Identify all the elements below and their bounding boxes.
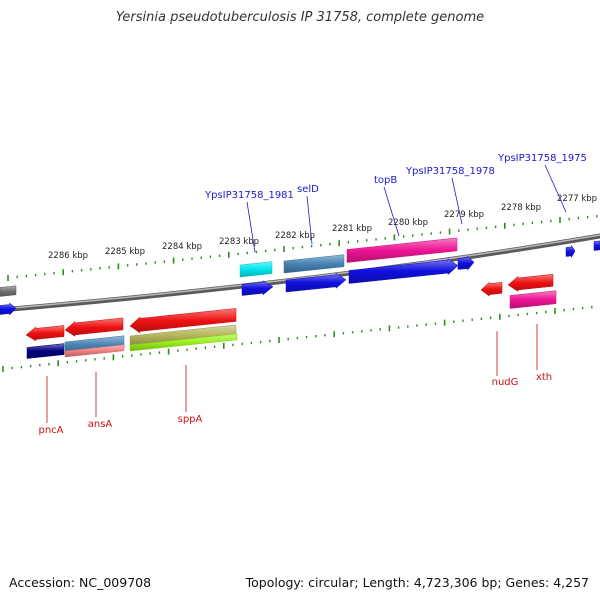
gene-label-leader <box>544 164 567 213</box>
gene-seld-feature <box>283 254 345 274</box>
gene-ansa-feature-lower <box>64 344 125 358</box>
gene-label-bottom: sppA <box>178 414 203 425</box>
gene-pnca-feature <box>26 343 65 359</box>
cds-feature <box>0 302 17 316</box>
gene-label-leader <box>383 186 400 237</box>
gene-label-top: topB <box>374 175 397 186</box>
genome-backbone-highlight <box>0 234 600 310</box>
gene-label-bottom: pncA <box>38 425 63 436</box>
cds-feature <box>593 240 600 251</box>
gene-label-bottom: nudG <box>492 377 519 388</box>
gene-xth-feature <box>509 290 557 309</box>
gene-topb-feature <box>346 237 458 263</box>
scale-label: 2282 kbp <box>275 231 315 241</box>
scale-label: 2286 kbp <box>48 251 88 261</box>
gene-pnca-cds <box>25 325 65 342</box>
feature-edge <box>0 285 17 297</box>
scale-label: 2278 kbp <box>501 203 541 213</box>
gene-label-bottom: ansA <box>88 419 113 430</box>
cds-feature <box>348 258 459 284</box>
gene-label-leader <box>451 177 463 225</box>
gene-label-leader <box>246 201 256 253</box>
scale-label: 2285 kbp <box>105 247 145 257</box>
cds-feature <box>457 255 475 271</box>
genome-title: Yersinia pseudotuberculosis IP 31758, co… <box>115 10 485 25</box>
scale-label: 2281 kbp <box>332 224 372 234</box>
gene-label-top: selD <box>297 184 319 195</box>
gene-label-top: YpsIP31758_1975 <box>497 153 587 164</box>
gene-label-leader <box>306 195 313 245</box>
gene-nudg-cds <box>480 281 503 297</box>
accession-text: Accession: NC_009708 <box>9 575 152 590</box>
cds-feature <box>285 272 347 293</box>
gene-ansa-cds <box>64 317 124 337</box>
scale-label: 2280 kbp <box>388 218 428 228</box>
upper-scale-ruler <box>7 215 598 281</box>
gene-sppa-feature-lower <box>129 333 238 352</box>
cds-feature <box>565 244 576 259</box>
gene-ypsip31758-1981-feature <box>239 261 273 278</box>
scale-label: 2284 kbp <box>162 242 202 252</box>
gene-label-top: YpsIP31758_1981 <box>204 190 294 201</box>
lower-scale-ruler <box>2 306 593 372</box>
topology-text: Topology: circular; Length: 4,723,306 bp… <box>245 575 589 590</box>
gene-xth-cds <box>507 274 554 292</box>
gene-label-bottom: xth <box>536 372 552 383</box>
cds-feature <box>241 280 274 296</box>
gene-label-top: YpsIP31758_1978 <box>405 166 495 177</box>
scale-label: 2279 kbp <box>444 210 484 220</box>
gene-sppa-cds <box>129 308 237 334</box>
scale-label: 2283 kbp <box>219 237 259 247</box>
scale-label: 2277 kbp <box>557 194 597 204</box>
